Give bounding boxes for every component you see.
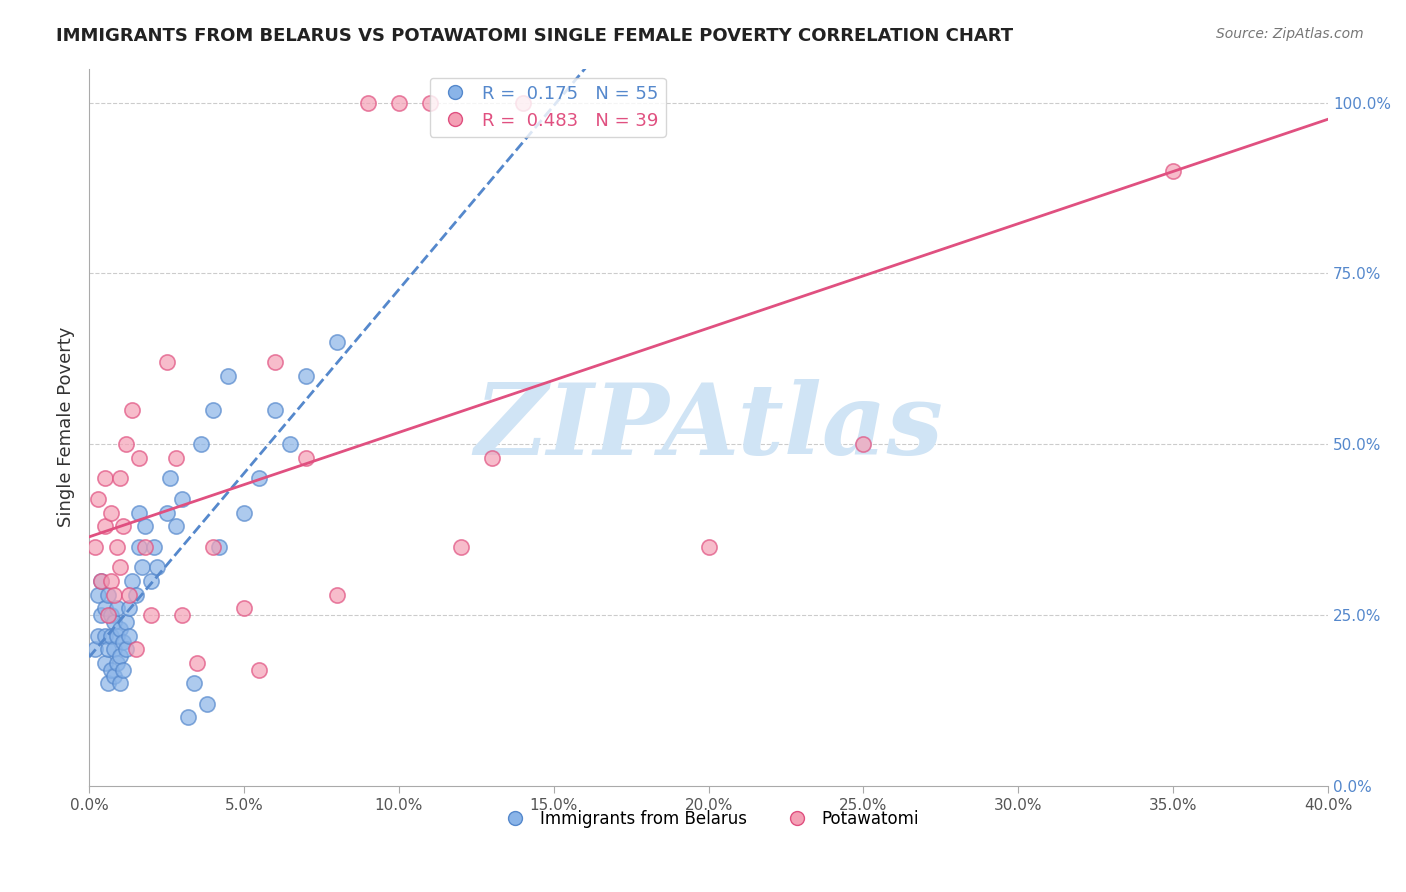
Point bbox=[118, 628, 141, 642]
Point bbox=[93, 601, 115, 615]
Point bbox=[481, 450, 503, 465]
Point bbox=[249, 663, 271, 677]
Point bbox=[165, 450, 187, 465]
Point bbox=[93, 656, 115, 670]
Point bbox=[177, 710, 200, 724]
Point bbox=[159, 471, 181, 485]
Point bbox=[170, 607, 193, 622]
Point bbox=[186, 656, 208, 670]
Point bbox=[326, 334, 349, 349]
Point bbox=[264, 403, 287, 417]
Point bbox=[170, 491, 193, 506]
Text: Source: ZipAtlas.com: Source: ZipAtlas.com bbox=[1216, 27, 1364, 41]
Point bbox=[108, 676, 131, 690]
Point bbox=[165, 519, 187, 533]
Point bbox=[97, 676, 120, 690]
Point bbox=[90, 574, 112, 588]
Point bbox=[100, 628, 122, 642]
Point bbox=[124, 642, 146, 657]
Point bbox=[105, 601, 128, 615]
Point bbox=[131, 560, 153, 574]
Point bbox=[139, 607, 162, 622]
Point bbox=[326, 587, 349, 601]
Point bbox=[128, 506, 150, 520]
Point bbox=[97, 607, 120, 622]
Point bbox=[233, 506, 256, 520]
Point bbox=[115, 642, 138, 657]
Point bbox=[264, 355, 287, 369]
Point bbox=[87, 628, 110, 642]
Point bbox=[108, 471, 131, 485]
Point bbox=[190, 437, 212, 451]
Point bbox=[139, 574, 162, 588]
Point bbox=[419, 95, 441, 110]
Point bbox=[108, 622, 131, 636]
Point bbox=[183, 676, 205, 690]
Point bbox=[388, 95, 411, 110]
Point bbox=[108, 560, 131, 574]
Point bbox=[450, 540, 472, 554]
Point bbox=[93, 471, 115, 485]
Text: IMMIGRANTS FROM BELARUS VS POTAWATOMI SINGLE FEMALE POVERTY CORRELATION CHART: IMMIGRANTS FROM BELARUS VS POTAWATOMI SI… bbox=[56, 27, 1014, 45]
Text: ZIPAtlas: ZIPAtlas bbox=[474, 379, 943, 475]
Point bbox=[201, 540, 224, 554]
Legend: Immigrants from Belarus, Potawatomi: Immigrants from Belarus, Potawatomi bbox=[491, 804, 927, 835]
Point bbox=[103, 642, 125, 657]
Point bbox=[100, 574, 122, 588]
Point bbox=[100, 663, 122, 677]
Point bbox=[146, 560, 169, 574]
Point bbox=[195, 697, 218, 711]
Point bbox=[143, 540, 166, 554]
Point bbox=[108, 648, 131, 663]
Point bbox=[121, 403, 143, 417]
Point bbox=[280, 437, 302, 451]
Point bbox=[134, 540, 156, 554]
Point bbox=[112, 635, 135, 649]
Point bbox=[100, 607, 122, 622]
Point bbox=[103, 615, 125, 629]
Point bbox=[112, 663, 135, 677]
Point bbox=[87, 587, 110, 601]
Point bbox=[115, 615, 138, 629]
Point bbox=[105, 540, 128, 554]
Point bbox=[90, 574, 112, 588]
Point bbox=[121, 574, 143, 588]
Point bbox=[233, 601, 256, 615]
Y-axis label: Single Female Poverty: Single Female Poverty bbox=[58, 327, 75, 527]
Point bbox=[93, 628, 115, 642]
Point bbox=[97, 642, 120, 657]
Point bbox=[124, 587, 146, 601]
Point bbox=[201, 403, 224, 417]
Point bbox=[249, 471, 271, 485]
Point bbox=[128, 540, 150, 554]
Point bbox=[84, 540, 107, 554]
Point bbox=[295, 450, 318, 465]
Point bbox=[208, 540, 231, 554]
Point bbox=[155, 506, 177, 520]
Point bbox=[87, 491, 110, 506]
Point bbox=[100, 506, 122, 520]
Point bbox=[128, 450, 150, 465]
Point bbox=[112, 519, 135, 533]
Point bbox=[512, 95, 534, 110]
Point bbox=[217, 368, 239, 383]
Point bbox=[93, 519, 115, 533]
Point bbox=[105, 656, 128, 670]
Point bbox=[97, 587, 120, 601]
Point bbox=[84, 642, 107, 657]
Point bbox=[118, 587, 141, 601]
Point bbox=[134, 519, 156, 533]
Point bbox=[155, 355, 177, 369]
Point bbox=[115, 437, 138, 451]
Point bbox=[697, 540, 720, 554]
Point bbox=[357, 95, 380, 110]
Point bbox=[852, 437, 875, 451]
Point bbox=[118, 601, 141, 615]
Point bbox=[90, 607, 112, 622]
Point bbox=[103, 587, 125, 601]
Point bbox=[295, 368, 318, 383]
Point bbox=[1161, 164, 1184, 178]
Point bbox=[105, 628, 128, 642]
Point bbox=[103, 669, 125, 683]
